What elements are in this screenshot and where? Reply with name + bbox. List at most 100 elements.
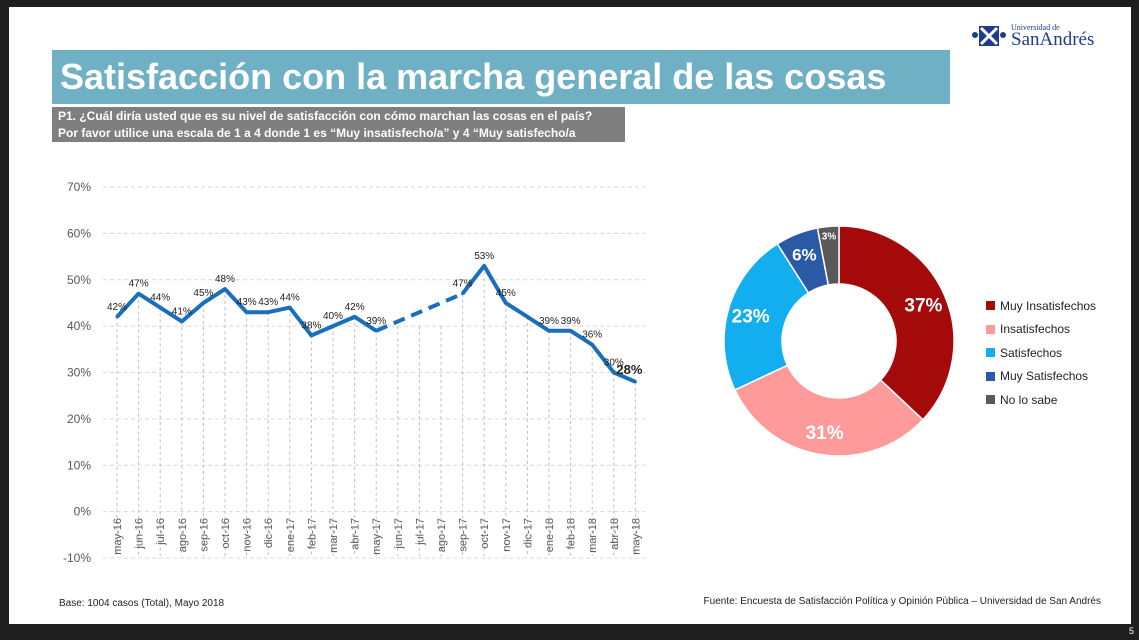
y-tick-label: 0% xyxy=(74,505,92,519)
data-point xyxy=(612,371,616,374)
crest-icon xyxy=(972,26,1006,46)
x-tick-label: sep-17 xyxy=(458,518,470,552)
data-label: 39% xyxy=(366,316,386,327)
legend-label: Insatisfechos xyxy=(1000,322,1071,337)
x-tick-label: may-17 xyxy=(371,518,383,555)
university-logo: Universidad de SanAndrés xyxy=(971,23,1101,51)
x-tick-label: jul-17 xyxy=(414,518,426,546)
legend-item: No lo sabe xyxy=(986,388,1096,412)
legend-swatch xyxy=(986,348,995,358)
data-point xyxy=(461,292,465,296)
subtitle-line-1: P1. ¿Cuál diría usted que es su nivel de… xyxy=(58,109,593,123)
x-tick-label: mar-17 xyxy=(328,518,340,553)
data-point xyxy=(331,324,335,328)
data-label: 42% xyxy=(107,302,127,313)
data-label: 39% xyxy=(539,316,559,327)
y-tick-label: 10% xyxy=(67,458,91,472)
x-tick-label: ene-17 xyxy=(285,518,297,552)
data-point xyxy=(633,380,637,384)
x-tick-label: abr-17 xyxy=(350,518,362,550)
legend-label: No lo sabe xyxy=(1000,392,1058,407)
legend-swatch xyxy=(986,324,995,334)
question-subtitle: P1. ¿Cuál diría usted que es su nivel de… xyxy=(52,107,625,142)
data-label: 47% xyxy=(129,279,149,290)
x-tick-label: feb-17 xyxy=(306,518,318,549)
x-tick-label: oct-16 xyxy=(220,518,232,549)
y-tick-label: -10% xyxy=(63,551,91,565)
data-label: 43% xyxy=(237,297,257,308)
data-point xyxy=(115,315,119,319)
subtitle-line-2: Por favor utilice una escala de 1 a 4 do… xyxy=(58,126,576,140)
legend-item: Satisfechos xyxy=(986,341,1096,365)
data-label: 45% xyxy=(193,288,213,299)
data-label: 28% xyxy=(616,362,642,377)
y-tick-label: 20% xyxy=(67,412,91,426)
x-tick-label: oct-17 xyxy=(479,518,491,549)
donut-legend: Muy Insatisfechos Insatisfechos Satisfecho… xyxy=(986,294,1096,412)
data-label: 43% xyxy=(258,297,278,308)
x-tick-label: mar-18 xyxy=(587,518,599,553)
x-tick-label: ene-18 xyxy=(544,518,556,552)
data-label: 40% xyxy=(323,311,343,322)
data-label: 44% xyxy=(280,293,300,304)
y-tick-label: 40% xyxy=(67,319,91,333)
x-tick-label: sep-16 xyxy=(198,518,210,552)
data-point xyxy=(309,333,313,337)
logo-big-text: SanAndrés xyxy=(1011,29,1095,50)
legend-swatch xyxy=(986,395,995,405)
data-label: 36% xyxy=(582,330,602,341)
y-tick-label: 50% xyxy=(67,273,91,287)
y-tick-label: 30% xyxy=(67,366,91,380)
legend-label: Muy Satisfechos xyxy=(1000,369,1089,384)
data-point xyxy=(547,329,551,333)
data-point xyxy=(180,319,184,323)
legend-label: Muy Insatisfechos xyxy=(1000,298,1097,313)
page-number: 5 xyxy=(1128,626,1134,636)
x-tick-label: dic-17 xyxy=(522,518,534,548)
x-tick-label: jun-16 xyxy=(134,518,146,550)
data-label: 38% xyxy=(301,320,321,331)
legend-item: Muy Satisfechos xyxy=(986,365,1096,389)
page-title: Satisfacción con la marcha general de la… xyxy=(52,50,950,104)
y-tick-label: 70% xyxy=(67,180,91,194)
legend-item: Insatisfechos xyxy=(986,318,1096,342)
base-note: Base: 1004 casos (Total), Mayo 2018 xyxy=(59,598,225,609)
data-label: 47% xyxy=(453,279,473,290)
x-tick-label: ago-16 xyxy=(177,518,189,552)
legend-swatch xyxy=(986,301,995,311)
data-point xyxy=(288,306,292,310)
source-note: Fuente: Encuesta de Satisfacción Polític… xyxy=(703,596,1101,607)
data-point xyxy=(223,287,227,291)
x-tick-label: nov-16 xyxy=(242,518,254,552)
data-label: 48% xyxy=(215,274,235,285)
data-point xyxy=(525,315,529,319)
data-label: 39% xyxy=(561,316,581,327)
x-tick-label: may-18 xyxy=(630,518,642,555)
x-tick-label: jul-16 xyxy=(155,518,167,546)
data-point xyxy=(245,310,249,314)
y-tick-label: 60% xyxy=(67,226,91,240)
data-point xyxy=(590,343,594,347)
data-point xyxy=(482,264,486,268)
data-point xyxy=(569,329,573,333)
x-tick-label: nov-17 xyxy=(501,518,513,552)
logo-small-text: Universidad de xyxy=(1011,23,1060,32)
legend-item: Muy Insatisfechos xyxy=(986,294,1096,318)
series-gap-dashed xyxy=(375,291,464,333)
data-point xyxy=(353,315,357,319)
data-point xyxy=(504,301,508,305)
data-label: 45% xyxy=(496,288,516,299)
x-tick-label: feb-18 xyxy=(566,518,578,549)
data-point xyxy=(158,306,162,310)
data-point xyxy=(266,310,270,314)
data-point xyxy=(201,301,205,305)
data-label: 53% xyxy=(474,251,494,262)
data-label: 42% xyxy=(345,302,365,313)
data-point xyxy=(374,329,378,333)
x-tick-label: abr-18 xyxy=(609,518,621,550)
data-label: 30% xyxy=(604,358,624,369)
x-tick-label: may-16 xyxy=(112,518,124,555)
data-label: 41% xyxy=(172,306,192,317)
legend-swatch xyxy=(986,371,995,381)
data-label: 44% xyxy=(150,293,170,304)
